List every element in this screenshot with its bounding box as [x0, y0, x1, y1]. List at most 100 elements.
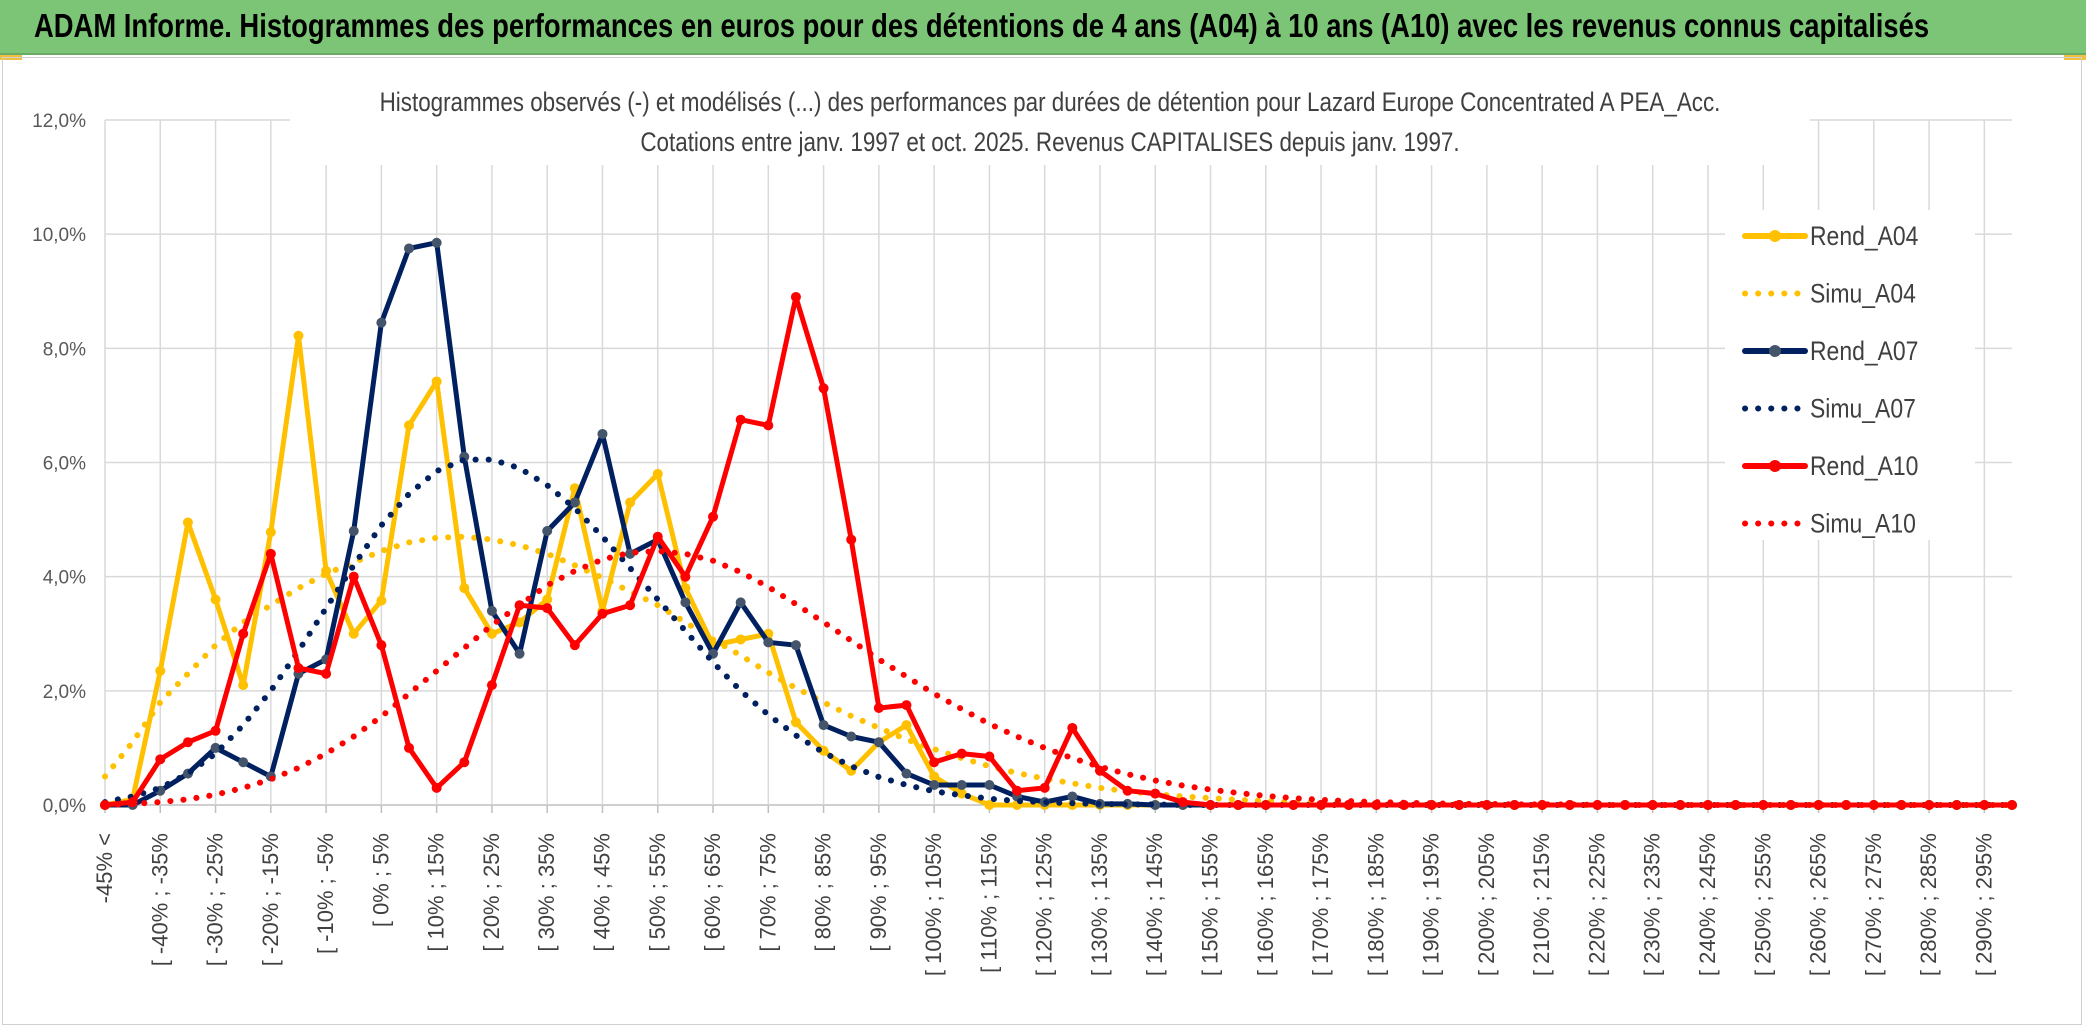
x-tick-label: [ 220% ; 225%: [1584, 833, 1609, 976]
data-point-rend-a07: [404, 243, 415, 254]
data-point-rend-a10: [735, 414, 746, 425]
x-tick-label: [ -30% ; -25%: [203, 833, 228, 966]
data-point-rend-a04: [790, 717, 801, 728]
x-tick-label: [ 180% ; 185%: [1363, 833, 1388, 976]
data-point-rend-a07: [514, 648, 525, 659]
data-point-rend-a07: [569, 497, 580, 508]
data-point-rend-a04: [182, 517, 193, 528]
legend-background: [1725, 210, 1975, 540]
data-point-rend-a04: [901, 720, 912, 731]
data-point-rend-a10: [956, 748, 967, 759]
data-point-rend-a10: [763, 420, 774, 431]
data-point-rend-a10: [929, 757, 940, 768]
data-point-rend-a10: [155, 754, 166, 765]
x-tick-label: [ 80% ; 85%: [811, 833, 836, 952]
x-tick-label: [ 40% ; 45%: [589, 833, 614, 952]
y-tick-label: 8,0%: [43, 339, 86, 360]
data-point-rend-a10: [790, 291, 801, 302]
data-point-rend-a10: [846, 534, 857, 545]
x-tick-label: [ 70% ; 75%: [755, 833, 780, 952]
data-point-rend-a07: [348, 526, 359, 536]
chart-subtitle: Cotations entre janv. 1997 et oct. 2025.…: [640, 128, 1459, 157]
data-point-rend-a04: [238, 680, 249, 691]
data-point-rend-a10: [348, 571, 359, 582]
data-point-rend-a04: [652, 468, 663, 479]
data-point-rend-a10: [901, 700, 912, 711]
data-point-rend-a10: [1288, 800, 1299, 810]
data-point-rend-a10: [1205, 800, 1216, 810]
y-tick-label: 12,0%: [32, 111, 86, 132]
legend-marker: [1769, 345, 1781, 357]
x-tick-label: [ 60% ; 65%: [700, 833, 725, 952]
data-point-rend-a07: [929, 780, 940, 791]
x-tick-label: [ 30% ; 35%: [534, 833, 559, 952]
x-tick-label: [ 290% ; 295%: [1971, 833, 1996, 976]
data-point-rend-a04: [155, 665, 166, 676]
data-point-rend-a10: [1067, 722, 1078, 733]
data-point-rend-a04: [265, 527, 276, 538]
x-tick-label: [ 0% ; 5%: [368, 833, 393, 927]
data-point-rend-a04: [929, 771, 940, 782]
data-point-rend-a10: [625, 600, 636, 611]
data-point-rend-a10: [1509, 800, 1520, 810]
data-point-rend-a07: [542, 526, 553, 536]
data-point-rend-a10: [818, 383, 829, 394]
x-tick-label: [ 270% ; 275%: [1861, 833, 1886, 976]
series-line-simu-a10: [102, 548, 2015, 808]
x-tick-label: [ 160% ; 165%: [1253, 833, 1278, 976]
data-point-rend-a04: [542, 594, 553, 605]
data-point-rend-a07: [790, 640, 801, 651]
data-point-rend-a04: [376, 595, 387, 606]
data-point-rend-a07: [956, 780, 967, 791]
data-point-rend-a07: [376, 317, 387, 328]
y-axis: 0,0% 2,0% 4,0% 6,0% 8,0% 10,0% 12,0%: [32, 111, 86, 817]
data-point-rend-a07: [984, 780, 995, 791]
data-point-rend-a10: [1260, 800, 1271, 810]
x-tick-label: [ 140% ; 145%: [1142, 833, 1167, 976]
x-tick-label: [ 120% ; 125%: [1032, 833, 1057, 976]
report-title: ADAM Informe. Histogrammes des performan…: [34, 7, 1930, 44]
data-point-rend-a10: [1177, 797, 1188, 808]
series-layer: [100, 237, 2017, 810]
x-tick-label: [ -20% ; -15%: [258, 833, 283, 966]
data-point-rend-a07: [1067, 791, 1078, 802]
data-point-rend-a10: [1979, 800, 1990, 810]
legend-marker: [1769, 230, 1781, 242]
legend-label: Simu_A04: [1810, 279, 1916, 309]
data-point-rend-a07: [210, 742, 221, 753]
data-point-rend-a10: [1233, 800, 1244, 810]
data-point-rend-a10: [1758, 800, 1769, 810]
series-line-simu-a07: [102, 456, 2015, 808]
y-tick-label: 6,0%: [43, 454, 86, 475]
data-point-rend-a04: [625, 497, 636, 508]
data-point-rend-a04: [431, 376, 442, 387]
data-point-rend-a10: [597, 608, 608, 619]
data-point-rend-a10: [1785, 800, 1796, 810]
chart-frame: [2, 57, 2082, 1025]
x-tick-label: [ 130% ; 135%: [1087, 833, 1112, 976]
data-point-rend-a10: [542, 603, 553, 614]
data-point-rend-a10: [1012, 785, 1023, 796]
x-tick-label: [ 10% ; 15%: [424, 833, 449, 952]
x-tick-label: [ 250% ; 255%: [1750, 833, 1775, 976]
data-point-rend-a10: [486, 680, 497, 691]
legend-label: Rend_A04: [1810, 221, 1918, 251]
data-point-rend-a07: [486, 605, 497, 616]
x-tick-label: [ 150% ; 155%: [1198, 833, 1223, 976]
data-point-rend-a04: [210, 594, 221, 605]
x-tick-label: [ 190% ; 195%: [1419, 833, 1444, 976]
data-point-rend-a10: [182, 737, 193, 748]
data-point-rend-a10: [569, 640, 580, 651]
x-tick-label: [ 200% ; 205%: [1474, 833, 1499, 976]
data-point-rend-a07: [873, 737, 884, 748]
data-point-rend-a10: [1730, 800, 1741, 810]
data-point-rend-a07: [238, 757, 249, 768]
x-tick-label: [ 240% ; 245%: [1695, 833, 1720, 976]
legend-label: Rend_A10: [1810, 451, 1918, 481]
data-point-rend-a10: [708, 511, 719, 522]
legend-label: Simu_A10: [1810, 509, 1916, 539]
data-point-rend-a04: [348, 628, 359, 639]
data-point-rend-a10: [652, 531, 663, 542]
data-point-rend-a10: [293, 663, 304, 673]
